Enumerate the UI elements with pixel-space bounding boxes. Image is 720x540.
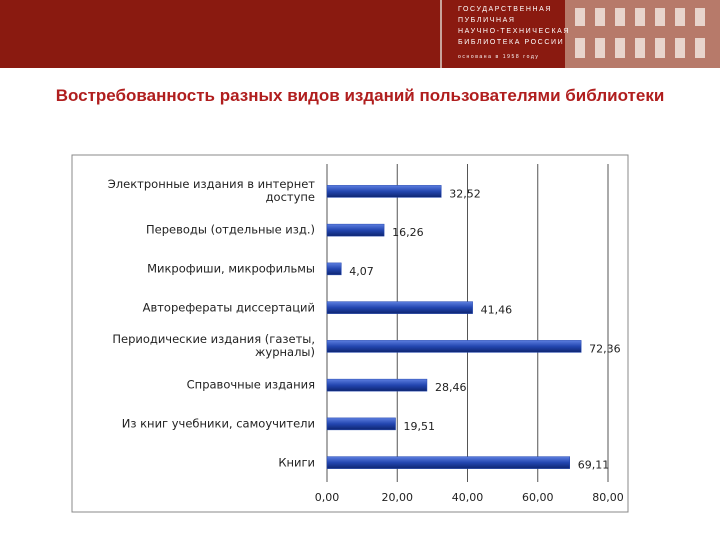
y-tick-label: Электронные издания в интернет доступе — [107, 177, 315, 205]
bar — [326, 378, 428, 392]
y-tick-label: Периодические издания (газеты, журналы) — [112, 332, 315, 360]
bar — [326, 185, 442, 198]
x-tick-label: 40,00 — [452, 491, 484, 504]
bar — [326, 223, 385, 237]
header-band — [0, 0, 720, 68]
y-tick-label: Переводы (отдельные изд.) — [146, 222, 315, 237]
value-label: 16,26 — [392, 226, 424, 239]
logo-line: ГОСУДАРСТВЕННАЯ — [458, 6, 553, 13]
chart-frame — [71, 154, 629, 513]
value-label: 41,46 — [481, 304, 513, 317]
logo-line: ПУБЛИЧНАЯ — [458, 17, 516, 24]
y-tick-label: Авторефераты диссертаций — [142, 300, 315, 315]
y-tick-label: Микрофиши, микрофильмы — [147, 261, 315, 276]
x-tick-label: 80,00 — [592, 491, 624, 504]
value-label: 28,46 — [435, 381, 467, 394]
bar — [326, 301, 473, 314]
value-label: 32,52 — [449, 187, 481, 200]
x-tick-label: 20,00 — [382, 491, 414, 504]
logo-founded: основана в 1958 году — [458, 54, 540, 60]
logo-line: НАУЧНО-ТЕХНИЧЕСКАЯ — [458, 28, 571, 35]
bar — [326, 262, 342, 276]
value-label: 69,11 — [578, 459, 610, 472]
x-tick-label: 60,00 — [522, 491, 554, 504]
value-label: 4,07 — [349, 265, 374, 278]
y-tick-label: Из книг учебники, самоучители — [121, 416, 315, 431]
y-tick-label: Справочные издания — [186, 377, 315, 392]
y-tick-label: Книги — [278, 455, 315, 470]
value-label: 19,51 — [404, 420, 436, 433]
logo-line: БИБЛИОТЕКА РОССИИ — [458, 39, 565, 46]
bar — [326, 456, 570, 469]
x-tick-label: 0,00 — [315, 491, 340, 504]
bar — [326, 417, 396, 431]
bar — [326, 340, 582, 353]
chart-title: Востребованность разных видов изданий по… — [55, 86, 665, 105]
value-label: 72,36 — [589, 342, 621, 355]
